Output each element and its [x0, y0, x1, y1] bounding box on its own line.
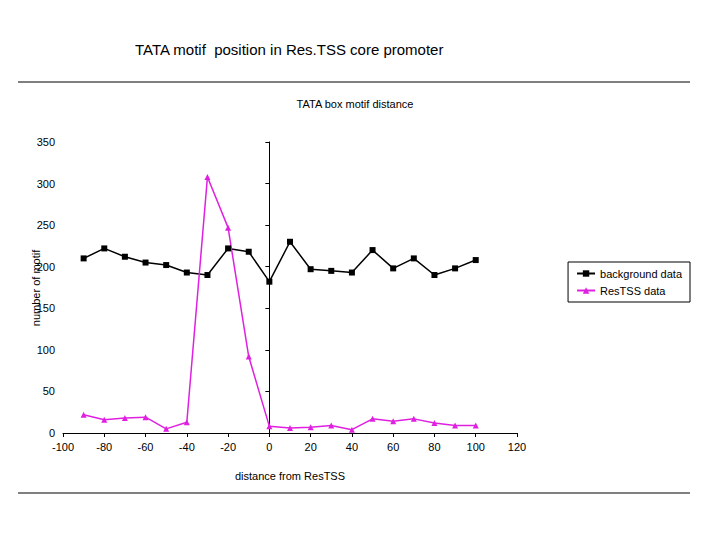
svg-text:TATA box motif distance: TATA box motif distance — [297, 98, 414, 110]
svg-text:300: 300 — [37, 178, 55, 190]
svg-text:-60: -60 — [138, 441, 154, 453]
svg-text:200: 200 — [37, 261, 55, 273]
svg-text:0: 0 — [266, 441, 272, 453]
svg-text:0: 0 — [49, 427, 55, 439]
svg-text:100: 100 — [37, 344, 55, 356]
svg-text:-100: -100 — [52, 441, 74, 453]
svg-text:TATA motif position in Res.TS: TATA motif position in Res.TSS core prom… — [135, 41, 443, 58]
svg-text:100: 100 — [467, 441, 485, 453]
svg-text:-20: -20 — [220, 441, 236, 453]
svg-text:background data: background data — [600, 268, 683, 280]
svg-text:50: 50 — [43, 385, 55, 397]
svg-text:-40: -40 — [179, 441, 195, 453]
svg-text:60: 60 — [387, 441, 399, 453]
svg-text:80: 80 — [428, 441, 440, 453]
svg-text:250: 250 — [37, 219, 55, 231]
svg-text:distance from ResTSS: distance from ResTSS — [235, 470, 345, 482]
svg-text:20: 20 — [305, 441, 317, 453]
svg-text:-80: -80 — [96, 441, 112, 453]
svg-text:120: 120 — [508, 441, 526, 453]
svg-text:number of motif: number of motif — [30, 249, 42, 327]
svg-text:150: 150 — [37, 302, 55, 314]
svg-text:40: 40 — [346, 441, 358, 453]
svg-text:350: 350 — [37, 136, 55, 148]
svg-text:ResTSS data: ResTSS data — [600, 285, 666, 297]
